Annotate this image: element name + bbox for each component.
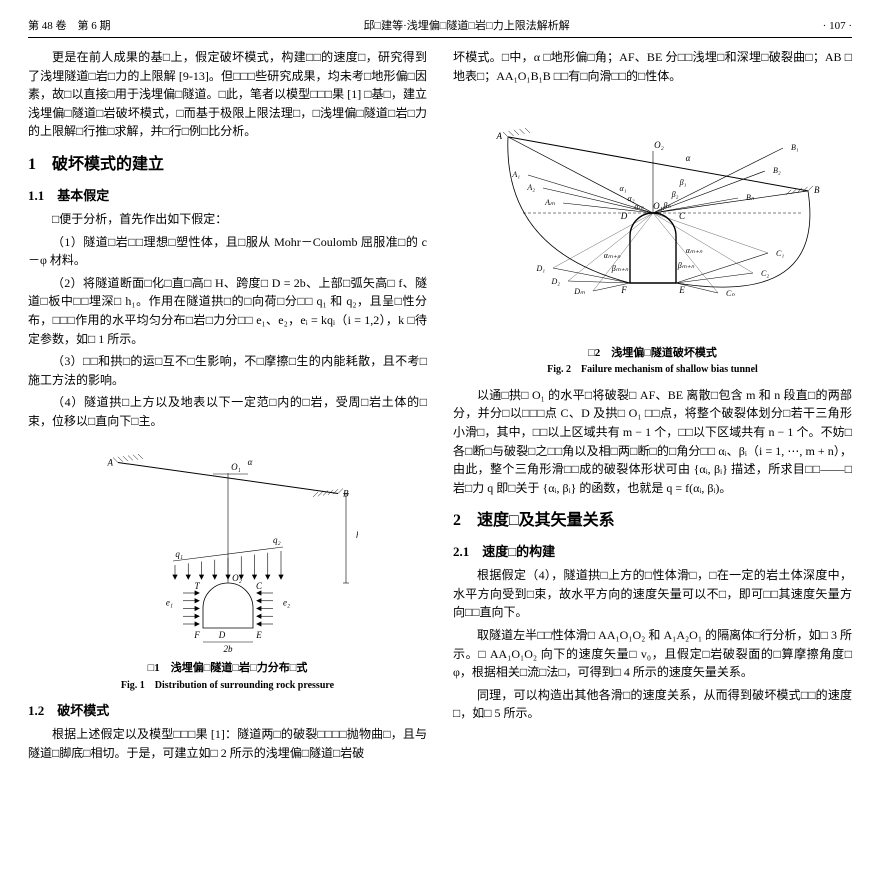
columns: 更是在前人成果的基□上，假定破坏模式，构建□□的速度□，研究得到了浅埋隧道□岩□… [28,48,852,766]
svg-text:e₂: e₂ [283,598,290,608]
svg-text:q₁: q₁ [175,549,183,559]
svg-text:B₁: B₁ [791,143,799,152]
svg-text:β₁: β₁ [678,178,686,187]
figure-1-caption: □1 浅埋偏□隧道□岩□力分布□式 [28,660,427,677]
svg-text:O₁: O₁ [653,201,663,211]
svg-text:C₁: C₁ [776,249,784,258]
svg-text:αₘ₊ₙ: αₘ₊ₙ [603,251,620,260]
figure-2-caption: □2 浅埋偏□隧道破坏模式 [453,345,852,362]
svg-text:D₂: D₂ [550,277,560,286]
intro-para: 更是在前人成果的基□上，假定破坏模式，构建□□的速度□，研究得到了浅埋隧道□岩□… [28,48,427,141]
svg-text:O₂: O₂ [654,140,664,150]
svg-text:C: C [678,211,685,221]
svg-text:C: C [255,581,262,591]
assumption-2: （2）将隧道断面□化□直□高□ H、跨度□ D = 2b、上部□弧矢高□ f、隧… [28,274,427,348]
svg-text:e₁: e₁ [165,598,172,608]
svg-text:Aₘ: Aₘ [544,198,555,207]
svg-text:A₂: A₂ [526,183,535,192]
section-1-2-title: 1.2 破坏模式 [28,701,427,721]
svg-text:D: D [217,630,225,640]
svg-text:βₘ₊ₙ: βₘ₊ₙ [610,264,628,273]
figure-1-svg: O₁O₂ABαq₁q₂e₁e₂FETCD2bh₁ [98,438,358,658]
header-left: 第 48 卷 第 6 期 [28,18,111,35]
figure-2: ABO₂αO₁A₁A₂AₘB₁B₂Bₙα₁α₂αₘβ₁β₂βₙD₁D₂DₘC₁C… [453,93,852,378]
svg-text:αₘ₊ₙ: αₘ₊ₙ [685,246,702,255]
figure-1-caption-en: Fig. 1 Distribution of surrounding rock … [28,678,427,694]
svg-text:E: E [678,285,685,295]
svg-text:Cₙ: Cₙ [726,289,735,298]
assumption-4: （4）隧道拱□上方以及地表以下一定范□内的□岩，受周□岩土体的□束，位移以□直向… [28,393,427,430]
svg-text:F: F [193,630,200,640]
svg-text:A: A [495,131,502,141]
sec21-para-1: 根据假定（4），隧道拱□上方的□性体滑□，□在一定的岩土体深度中，水平方向受到□… [453,566,852,622]
right-column: 坏模式。□中，α □地形偏□角；AF、BE 分□□浅埋□和深埋□破裂曲□；AB … [453,48,852,766]
header-center: 邱□建等·浅埋偏□隧道□岩□力上限法解析解 [363,18,569,35]
assumption-3: （3）□□和拱□的运□互不□生影响，不□摩擦□生的内能耗散，且不考□施工方法的影… [28,352,427,389]
sec21-para-2: 取隧道左半□□性体滑□ AA₁O₁O₂ 和 A₁A₂O₁ 的隔离体□行分析，如□… [453,626,852,682]
sec21-para-3: 同理，可以构造出其他各滑□的速度关系，从而得到破坏模式□□的速度□，如□ 5 所… [453,686,852,723]
svg-text:h₁: h₁ [356,531,358,541]
svg-text:Bₙ: Bₙ [746,193,755,202]
svg-text:F: F [620,285,627,295]
cont-para: 坏模式。□中，α □地形偏□角；AF、BE 分□□浅埋□和深埋□破裂曲□；AB … [453,48,852,85]
svg-text:βₙ: βₙ [662,201,671,210]
svg-text:βₘ₊ₙ: βₘ₊ₙ [676,261,694,270]
section-1-2-para: 根据上述假定以及模型□□□果 [1]：隧道两□的破裂□□□□抛物曲□，且与隧道□… [28,725,427,762]
section-1-title: 1 破坏模式的建立 [28,153,427,178]
svg-text:A: A [106,458,113,468]
after-fig2-para: 以通□拱□ O₁ 的水平□将破裂□ AF、BE 离散□包含 m 和 n 段直□的… [453,386,852,498]
svg-text:2b: 2b [223,644,233,654]
figure-1: O₁O₂ABαq₁q₂e₁e₂FETCD2bh₁ □1 浅埋偏□隧道□岩□力分布… [28,438,427,693]
header-right: · 107 · [823,18,852,35]
svg-text:B₂: B₂ [773,166,781,175]
svg-text:D: D [619,211,627,221]
assumptions-lead: □便于分析，首先作出如下假定： [28,210,427,229]
section-2-1-title: 2.1 速度□的构建 [453,542,852,562]
svg-text:B: B [814,185,820,195]
figure-2-svg: ABO₂αO₁A₁A₂AₘB₁B₂Bₙα₁α₂αₘβ₁β₂βₙD₁D₂DₘC₁C… [483,93,823,343]
page-header: 第 48 卷 第 6 期 邱□建等·浅埋偏□隧道□岩□力上限法解析解 · 107… [28,18,852,38]
section-1-1-title: 1.1 基本假定 [28,186,427,206]
svg-text:α₁: α₁ [619,184,626,193]
svg-text:D₁: D₁ [535,264,545,273]
svg-text:E: E [255,630,262,640]
left-column: 更是在前人成果的基□上，假定破坏模式，构建□□的速度□，研究得到了浅埋隧道□岩□… [28,48,427,766]
svg-text:Dₘ: Dₘ [573,287,585,296]
svg-text:A₁: A₁ [511,170,520,179]
svg-text:T: T [194,581,200,591]
svg-text:O₁: O₁ [231,462,241,472]
svg-text:α: α [685,153,690,163]
svg-text:q₂: q₂ [273,535,281,545]
section-2-title: 2 速度□及其矢量关系 [453,509,852,534]
svg-text:β₂: β₂ [670,190,678,199]
assumption-1: （1）隧道□岩□□理想□塑性体，且□服从 Mohr－Coulomb 屈服准□的 … [28,233,427,270]
svg-text:α: α [247,457,252,467]
figure-2-caption-en: Fig. 2 Failure mechanism of shallow bias… [453,362,852,378]
svg-text:αₘ: αₘ [634,202,643,211]
svg-text:C₂: C₂ [761,269,769,278]
